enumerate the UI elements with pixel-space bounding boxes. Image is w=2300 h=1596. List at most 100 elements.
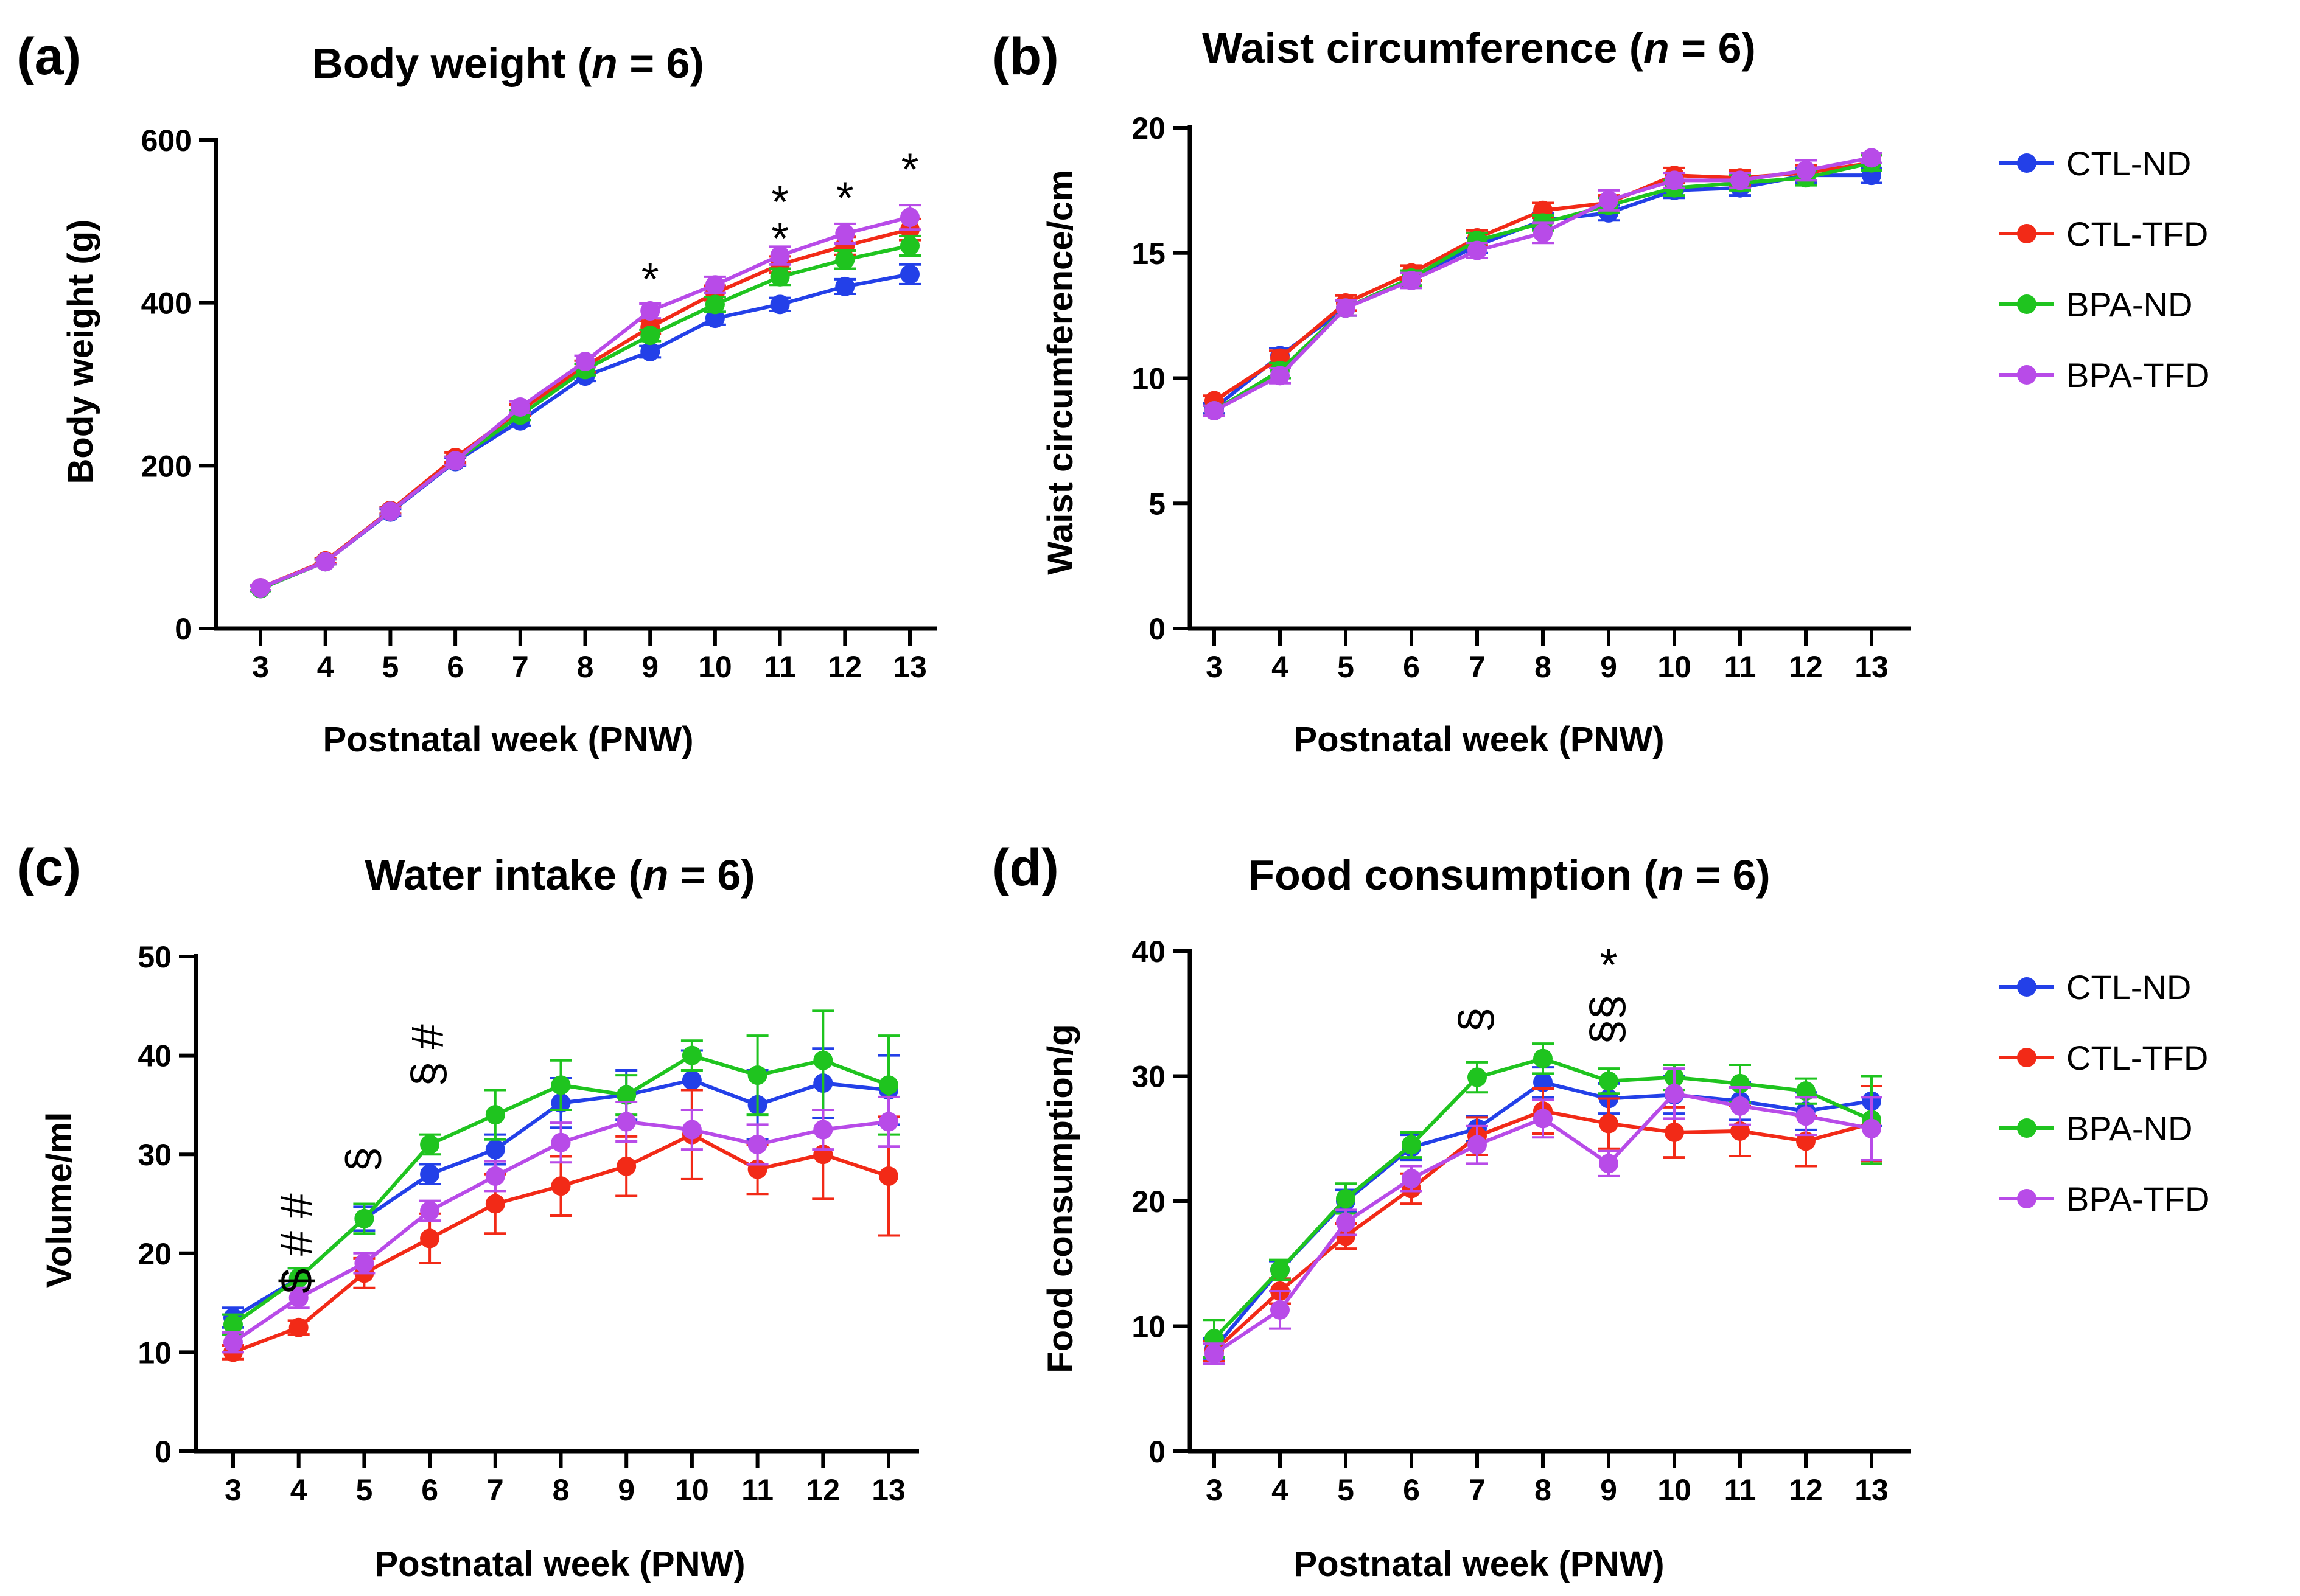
data-point — [1730, 1121, 1750, 1141]
series-line — [259, 215, 911, 590]
x-tick-label: 6 — [1403, 1473, 1420, 1507]
data-point — [1665, 170, 1684, 190]
y-tick-label: 40 — [1131, 935, 1166, 969]
data-point — [1862, 148, 1881, 168]
data-point — [1336, 298, 1355, 318]
significance-marker: $ # # — [271, 1193, 322, 1294]
y-tick-label: 20 — [1131, 111, 1166, 145]
panel-c-label: (c) — [17, 838, 81, 897]
data-point — [485, 1194, 505, 1214]
data-point — [617, 1085, 637, 1105]
data-point — [1533, 1109, 1553, 1129]
data-point — [1533, 223, 1553, 243]
data-point — [770, 246, 790, 266]
panel-d-title: Food consumption (n = 6) — [1248, 851, 1770, 899]
x-tick-label: 3 — [225, 1473, 242, 1507]
data-point — [682, 1045, 702, 1065]
panel-b-title: Waist circumference (n = 6) — [1202, 24, 1756, 72]
legend-label: BPA-TFD — [2066, 356, 2209, 394]
y-tick-label: 40 — [138, 1039, 172, 1073]
series-bpa-tfd — [1203, 1067, 1882, 1365]
data-point — [420, 1200, 440, 1221]
data-point — [551, 1132, 571, 1152]
x-tick-label: 8 — [553, 1473, 570, 1507]
y-tick-label: 400 — [141, 287, 192, 321]
x-tick-label: 9 — [1600, 1473, 1617, 1507]
y-tick-label: 600 — [141, 124, 192, 158]
series-line — [259, 272, 911, 591]
y-tick-label: 20 — [138, 1237, 172, 1271]
panel-a: (a) Body weight (n = 6) Postnatal week (… — [17, 27, 937, 759]
data-point — [1599, 1071, 1618, 1091]
x-tick-label: 13 — [893, 650, 927, 684]
legend-swatch-marker — [2017, 224, 2036, 243]
data-point — [354, 1208, 374, 1228]
series-bpa-nd — [222, 1009, 900, 1336]
data-point — [640, 326, 660, 346]
legend-bottom: CTL-ND CTL-TFD BPA-ND BPA-TFD — [1999, 968, 2209, 1218]
data-point — [813, 1120, 833, 1140]
data-point — [354, 1253, 374, 1274]
data-point — [705, 308, 725, 329]
data-point — [446, 451, 466, 471]
data-point — [1270, 366, 1290, 386]
data-point — [640, 301, 660, 321]
legend-label: BPA-ND — [2066, 285, 2192, 324]
data-point — [682, 1120, 702, 1140]
significance-marker: §§ — [1581, 995, 1632, 1045]
data-point — [1336, 1212, 1355, 1232]
x-tick-label: 12 — [828, 650, 862, 684]
legend-item-ctl-nd: CTL-ND — [1999, 144, 2191, 183]
data-point — [288, 1268, 309, 1288]
x-tick-label: 8 — [1534, 1473, 1551, 1507]
data-point — [1796, 1106, 1816, 1126]
data-point — [1402, 1169, 1421, 1189]
y-tick-label: 30 — [138, 1138, 172, 1172]
x-tick-label: 11 — [741, 1473, 774, 1507]
x-tick-label: 10 — [698, 650, 732, 684]
panel-c: (c) Water intake (n = 6) Postnatal week … — [17, 838, 919, 1584]
significance-marker: * — [771, 213, 789, 263]
data-point — [705, 275, 725, 295]
x-tick-label: 12 — [1789, 1473, 1823, 1507]
panel-d-x-axis-label: Postnatal week (PNW) — [1293, 1544, 1664, 1584]
x-tick-label: 3 — [252, 650, 269, 684]
data-point — [770, 267, 790, 287]
panel-b-x-axis-label: Postnatal week (PNW) — [1293, 720, 1664, 759]
panel-b: (b) Waist circumference (n = 6) Postnata… — [992, 24, 1911, 759]
series-line — [1212, 1109, 1872, 1353]
y-tick-label: 15 — [1131, 237, 1166, 271]
data-point — [1862, 1118, 1881, 1138]
x-tick-label: 4 — [290, 1473, 307, 1507]
legend-item-bpa-tfd: BPA-TFD — [1999, 356, 2209, 394]
y-tick-label: 50 — [138, 940, 172, 974]
data-point — [1270, 1300, 1290, 1320]
panel-a-title: Body weight (n = 6) — [312, 40, 704, 87]
y-tick-label: 10 — [138, 1336, 172, 1370]
x-tick-label: 12 — [1789, 650, 1823, 684]
y-tick-label: 0 — [1148, 612, 1166, 646]
data-point — [420, 1164, 440, 1184]
legend-swatch-marker — [2017, 1048, 2036, 1067]
legend-item-bpa-nd: BPA-ND — [1999, 285, 2192, 324]
x-tick-label: 9 — [618, 1473, 635, 1507]
data-point — [682, 1070, 702, 1090]
significance-marker: § — [1450, 1007, 1500, 1032]
data-point — [551, 1176, 571, 1196]
x-tick-label: 3 — [1206, 1473, 1223, 1507]
x-tick-label: 5 — [382, 650, 399, 684]
data-point — [1796, 1131, 1816, 1151]
x-tick-label: 13 — [872, 1473, 906, 1507]
x-tick-label: 7 — [487, 1473, 504, 1507]
legend-label: CTL-TFD — [2066, 1039, 2208, 1077]
legend-swatch-marker — [2017, 1189, 2036, 1208]
data-point — [551, 1075, 571, 1095]
y-tick-label: 0 — [155, 1435, 172, 1469]
significance-marker: * — [641, 254, 659, 304]
data-point — [1599, 1113, 1618, 1134]
y-tick-label: 0 — [175, 612, 192, 646]
data-point — [835, 276, 855, 296]
legend-top: CTL-ND CTL-TFD BPA-ND BPA-TFD — [1999, 144, 2209, 394]
